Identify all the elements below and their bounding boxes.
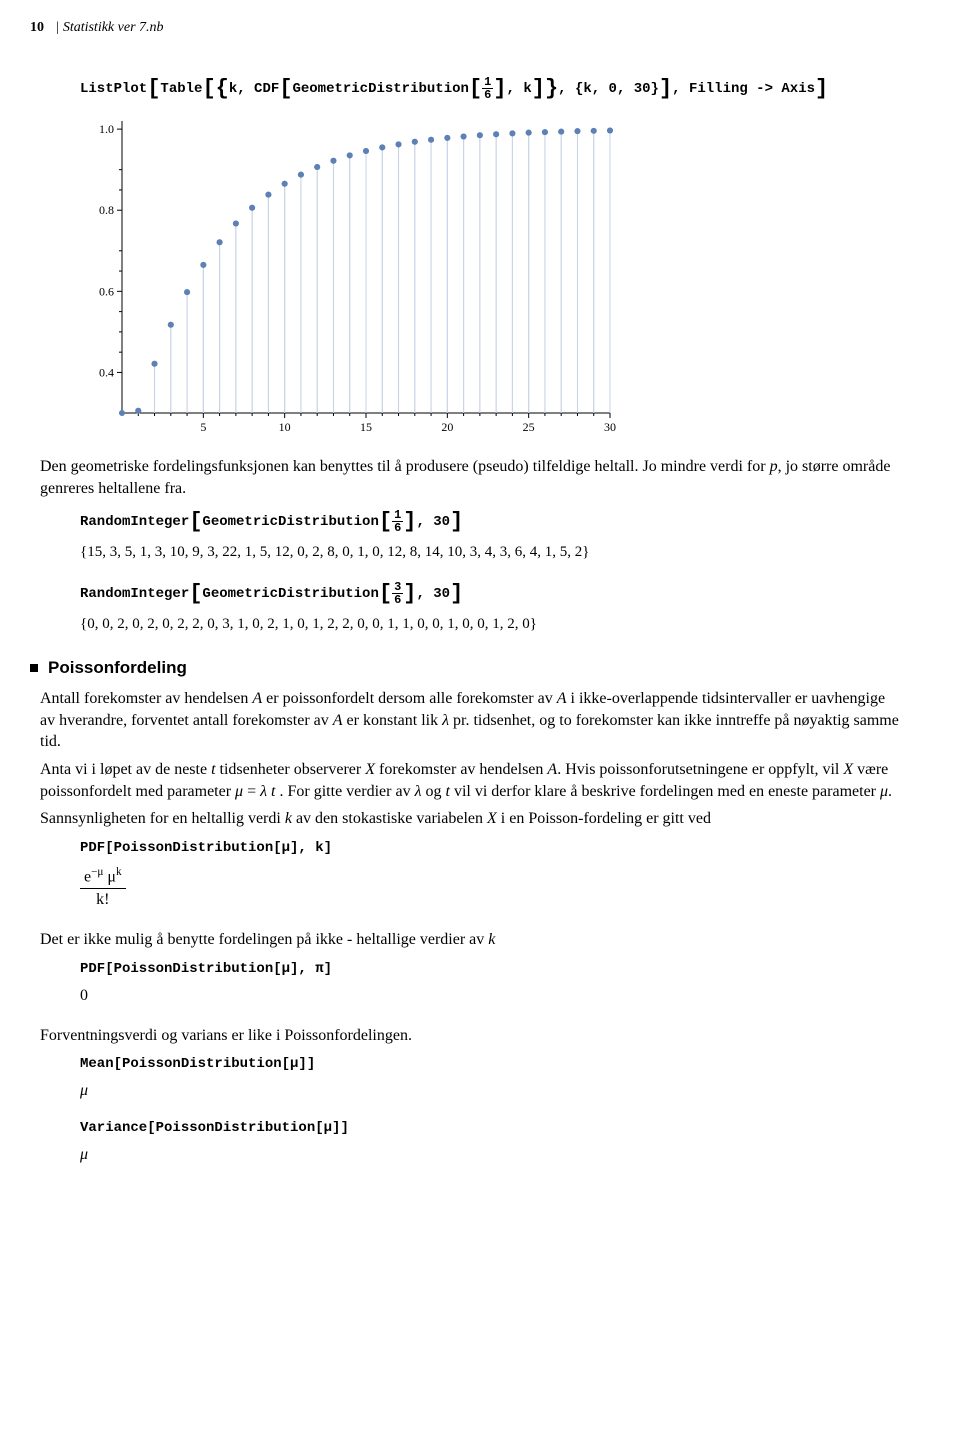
paragraph-poisson-3: Sannsynligheten for en heltallig verdi k…	[40, 808, 900, 830]
cdf-chart: 0.4 0.6 0.8 1.0 5 10 15 20 25 30	[80, 111, 930, 446]
listplot-code: ListPlot[Table[{k, CDF[GeometricDistribu…	[80, 76, 930, 101]
svg-text:30: 30	[604, 420, 616, 434]
variance-code: Variance[PoissonDistribution[μ]]	[80, 1120, 930, 1136]
pdf-k-formula: e−μ μk k!	[80, 866, 930, 909]
svg-text:5: 5	[200, 420, 206, 434]
section-bullet-icon	[30, 664, 38, 672]
svg-text:10: 10	[279, 420, 291, 434]
section-title: Poissonfordeling	[48, 658, 187, 678]
header-separator: |	[56, 20, 59, 36]
pdf-pi-output: 0	[80, 987, 930, 1005]
randominteger-2-output: {0, 0, 2, 0, 2, 0, 2, 2, 0, 3, 1, 0, 2, …	[80, 616, 930, 633]
variance-output: μ	[80, 1146, 930, 1164]
mean-code: Mean[PoissonDistribution[μ]]	[80, 1056, 930, 1072]
randominteger-2-code: RandomInteger[GeometricDistribution[36],…	[80, 581, 930, 606]
notebook-title: Statistikk ver 7.nb	[63, 20, 164, 36]
svg-text:0.6: 0.6	[99, 284, 114, 298]
svg-text:20: 20	[441, 420, 453, 434]
cdf-chart-svg: 0.4 0.6 0.8 1.0 5 10 15 20 25 30	[80, 111, 620, 441]
randominteger-1-output: {15, 3, 5, 1, 3, 10, 9, 3, 22, 1, 5, 12,…	[80, 544, 930, 561]
svg-text:25: 25	[523, 420, 535, 434]
pdf-pi-code: PDF[PoissonDistribution[μ], π]	[80, 961, 930, 977]
paragraph-poisson-1: Antall forekomster av hendelsen A er poi…	[40, 688, 900, 753]
mean-output: μ	[80, 1082, 930, 1100]
paragraph-meanvar: Forventningsverdi og varians er like i P…	[40, 1025, 900, 1047]
randominteger-1-code: RandomInteger[GeometricDistribution[16],…	[80, 509, 930, 534]
paragraph-geometric: Den geometriske fordelingsfunksjonen kan…	[40, 456, 900, 499]
svg-text:0.4: 0.4	[99, 365, 114, 379]
paragraph-poisson-2: Anta vi i løpet av de neste t tidsenhete…	[40, 759, 900, 802]
page-number: 10	[30, 20, 44, 36]
svg-text:1.0: 1.0	[99, 122, 114, 136]
svg-text:15: 15	[360, 420, 372, 434]
paragraph-noninteger: Det er ikke mulig å benytte fordelingen …	[40, 929, 900, 951]
pdf-k-code: PDF[PoissonDistribution[μ], k]	[80, 840, 930, 856]
svg-text:0.8: 0.8	[99, 203, 114, 217]
section-heading: Poissonfordeling	[30, 658, 930, 678]
page-header: 10 | Statistikk ver 7.nb	[30, 20, 930, 36]
